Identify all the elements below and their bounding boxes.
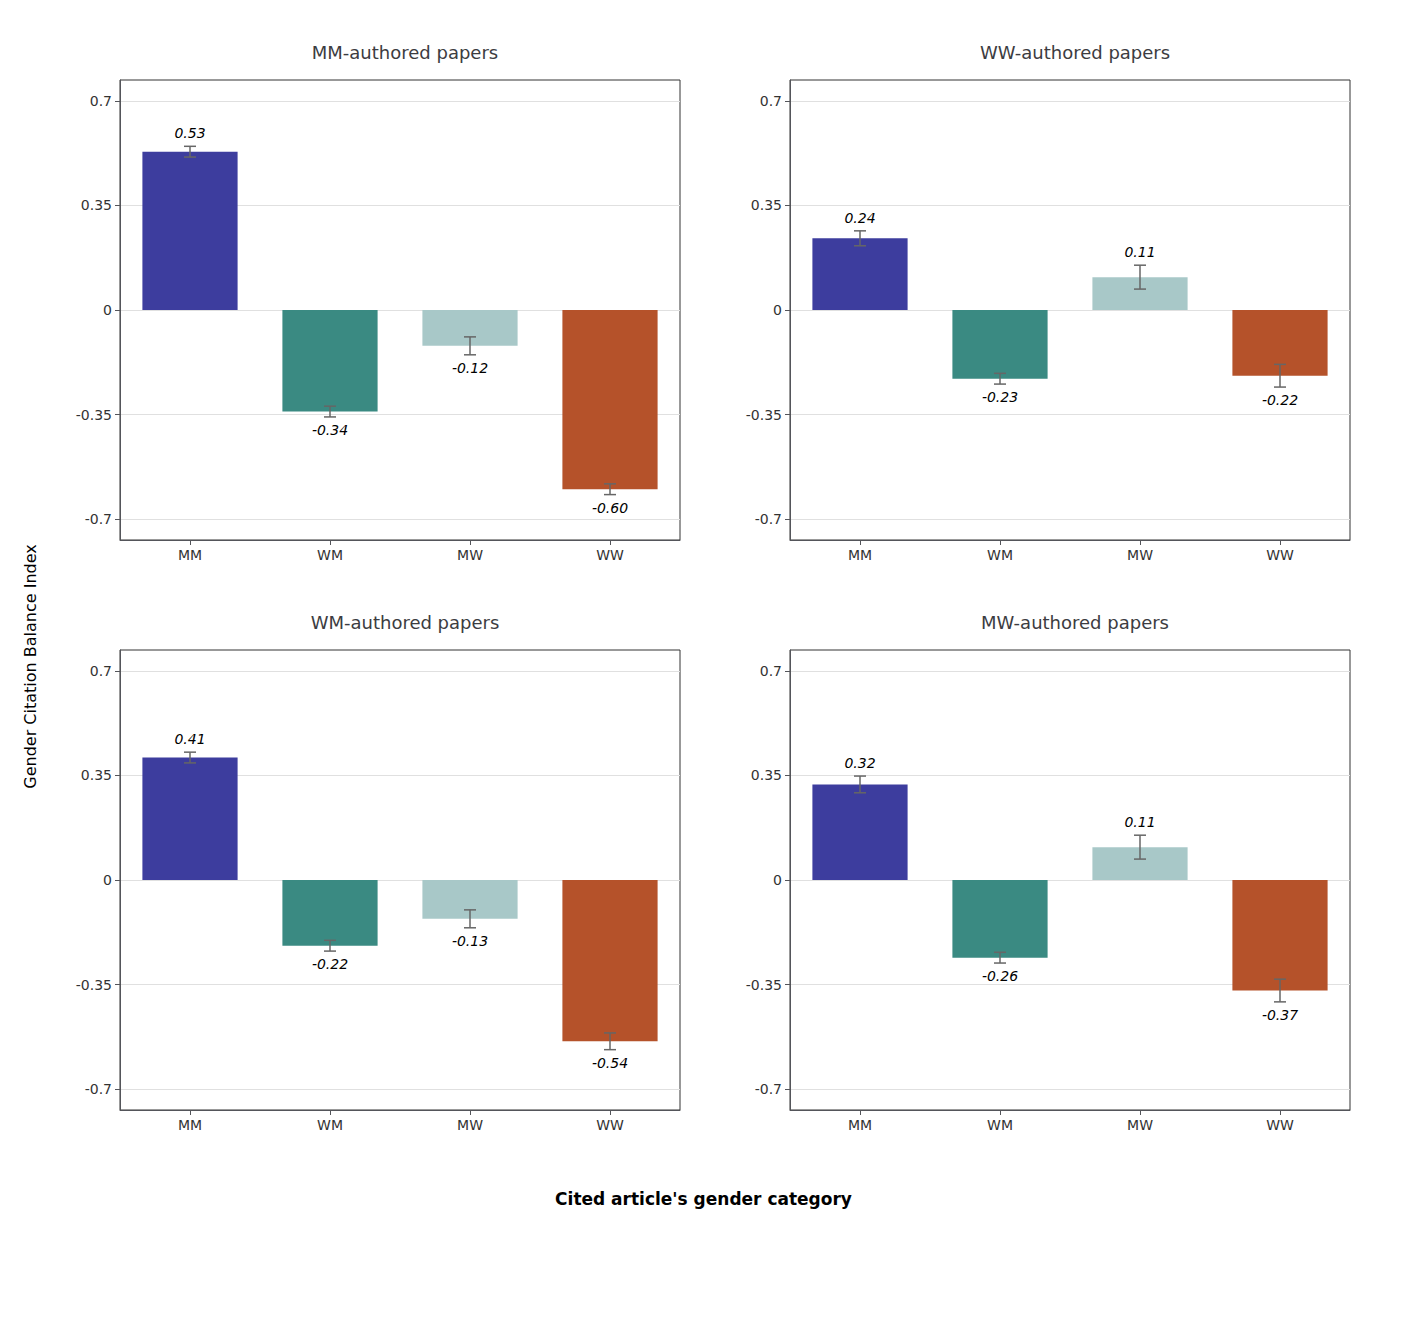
svg-text:-0.23: -0.23 <box>982 389 1018 405</box>
svg-text:-0.37: -0.37 <box>1262 1007 1298 1023</box>
svg-text:0.32: 0.32 <box>844 755 875 771</box>
svg-text:0.7: 0.7 <box>760 663 782 679</box>
svg-text:0.41: 0.41 <box>174 731 205 747</box>
svg-text:WW: WW <box>596 1117 624 1133</box>
svg-text:-0.7: -0.7 <box>85 1081 112 1097</box>
svg-text:WM-authored papers: WM-authored papers <box>311 612 500 633</box>
svg-text:0: 0 <box>103 872 112 888</box>
svg-text:-0.13: -0.13 <box>452 933 488 949</box>
svg-text:MW-authored papers: MW-authored papers <box>981 612 1169 633</box>
svg-text:MM: MM <box>848 1117 872 1133</box>
svg-text:WM: WM <box>987 1117 1013 1133</box>
svg-text:0.35: 0.35 <box>751 197 782 213</box>
svg-text:-0.35: -0.35 <box>76 977 112 993</box>
svg-text:MM: MM <box>848 547 872 563</box>
svg-text:Gender Citation Balance Index: Gender Citation Balance Index <box>21 544 40 788</box>
svg-text:WW: WW <box>596 547 624 563</box>
svg-text:MW: MW <box>457 547 483 563</box>
svg-text:-0.54: -0.54 <box>592 1055 628 1071</box>
svg-text:MM: MM <box>178 547 202 563</box>
svg-text:WW: WW <box>1266 547 1294 563</box>
svg-text:0.35: 0.35 <box>81 767 112 783</box>
svg-text:Cited article's gender categor: Cited article's gender category <box>555 1189 852 1209</box>
svg-text:WM: WM <box>987 547 1013 563</box>
svg-text:-0.7: -0.7 <box>755 1081 782 1097</box>
svg-text:0.7: 0.7 <box>90 93 112 109</box>
svg-text:0.35: 0.35 <box>81 197 112 213</box>
svg-text:WW-authored papers: WW-authored papers <box>980 42 1170 63</box>
svg-text:-0.22: -0.22 <box>1262 392 1298 408</box>
svg-text:-0.60: -0.60 <box>592 500 628 516</box>
svg-text:MW: MW <box>457 1117 483 1133</box>
svg-text:0: 0 <box>103 302 112 318</box>
svg-text:0.24: 0.24 <box>844 210 875 226</box>
svg-text:0.53: 0.53 <box>174 125 205 141</box>
svg-text:MW: MW <box>1127 547 1153 563</box>
svg-text:-0.35: -0.35 <box>746 407 782 423</box>
svg-text:0.7: 0.7 <box>90 663 112 679</box>
svg-text:-0.35: -0.35 <box>746 977 782 993</box>
svg-text:WM: WM <box>317 547 343 563</box>
svg-text:0: 0 <box>773 302 782 318</box>
svg-text:WM: WM <box>317 1117 343 1133</box>
svg-text:-0.7: -0.7 <box>755 511 782 527</box>
svg-text:-0.22: -0.22 <box>312 956 348 972</box>
svg-text:0.7: 0.7 <box>760 93 782 109</box>
svg-text:0.11: 0.11 <box>1124 244 1155 260</box>
svg-text:MW: MW <box>1127 1117 1153 1133</box>
svg-text:-0.12: -0.12 <box>452 360 488 376</box>
svg-text:0: 0 <box>773 872 782 888</box>
svg-text:0.35: 0.35 <box>751 767 782 783</box>
svg-text:-0.35: -0.35 <box>76 407 112 423</box>
svg-text:-0.34: -0.34 <box>312 422 348 438</box>
svg-text:WW: WW <box>1266 1117 1294 1133</box>
svg-text:0.11: 0.11 <box>1124 814 1155 830</box>
svg-text:-0.26: -0.26 <box>982 968 1018 984</box>
svg-text:MM: MM <box>178 1117 202 1133</box>
svg-text:MM-authored papers: MM-authored papers <box>312 42 498 63</box>
svg-text:-0.7: -0.7 <box>85 511 112 527</box>
